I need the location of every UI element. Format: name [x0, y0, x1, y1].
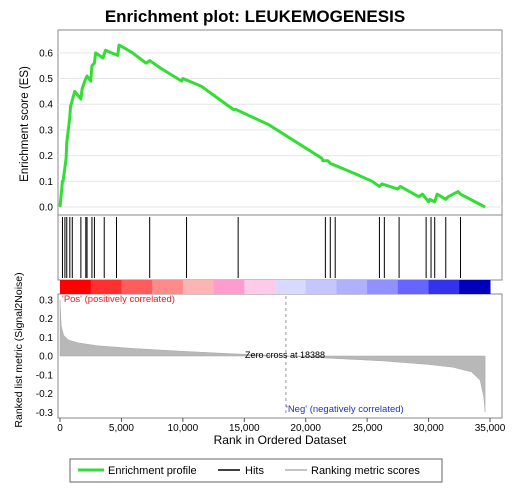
es-y-tick-label: 0.5	[39, 74, 53, 85]
heatmap-cell	[152, 280, 184, 294]
es-y-tick-label: 0.3	[39, 125, 53, 136]
metric-y-tick-label: 0.1	[39, 333, 53, 344]
heatmap-cell	[121, 280, 153, 294]
legend-frame	[69, 458, 443, 483]
x-tick-label: 35,000	[475, 423, 506, 434]
hits-panel-frame	[57, 214, 503, 281]
metric-y-ticks: 0.3 0.2 0.1 0.0 -0.1 -0.2 -0.3	[36, 295, 54, 419]
heatmap-cell	[275, 280, 307, 294]
metric-y-tick-label: 0.3	[39, 295, 53, 306]
heatmap-cell	[182, 280, 215, 294]
legend-label-enrichment: Enrichment profile	[108, 465, 197, 477]
es-y-axis-label: Enrichment score (ES)	[19, 66, 31, 182]
legend-label-metric: Ranking metric scores	[311, 465, 420, 477]
metric-y-tick-label: -0.2	[36, 389, 54, 400]
hits-group	[61, 217, 462, 278]
legend: Enrichment profile Hits Ranking metric s…	[69, 458, 443, 483]
x-tick-label: 0	[57, 423, 63, 434]
heatmap-cell	[336, 280, 368, 294]
x-tick-label: 20,000	[290, 423, 321, 434]
heatmap-cell	[428, 280, 460, 294]
heatmap-cell	[397, 280, 430, 294]
metric-y-tick-label: -0.1	[36, 370, 54, 381]
es-y-tick-label: 0.6	[39, 48, 53, 59]
es-y-tick-label: 0.0	[39, 203, 53, 214]
neg-label: 'Neg' (negatively correlated)	[286, 404, 404, 415]
es-y-tick-label: 0.2	[39, 151, 53, 162]
es-grid	[58, 52, 502, 208]
metric-y-axis-label: Ranked list metric (Signal2Noise)	[13, 272, 25, 427]
heatmap-cell	[459, 280, 491, 294]
x-tick-label: 10,000	[168, 423, 199, 434]
x-tick-label: 25,000	[352, 423, 383, 434]
heatmap-cell	[367, 280, 399, 294]
heatmap-cell	[244, 280, 276, 294]
zero-cross-label: Zero cross at 18388	[245, 350, 325, 360]
es-panel-frame	[57, 29, 503, 216]
x-tick-label: 15,000	[229, 423, 260, 434]
chart-title: Enrichment plot: LEUKEMOGENESIS	[105, 7, 405, 26]
legend-label-hits: Hits	[245, 465, 264, 477]
heatmap-cell	[305, 280, 337, 294]
heatmap-cell	[213, 280, 245, 294]
es-y-ticks: 0.0 0.1 0.2 0.3 0.4 0.5 0.6	[39, 48, 53, 213]
x-ticks: 0 5,000 10,000 15,000 20,000 25,000 30,000 35,0…	[57, 418, 506, 434]
enrichment-profile-line	[58, 43, 486, 209]
es-y-tick-label: 0.4	[39, 100, 53, 111]
x-tick-label: 5,000	[109, 423, 134, 434]
heatmap-cell	[60, 280, 92, 294]
metric-y-tick-label: 0.2	[39, 314, 53, 325]
heatmap-cell	[90, 280, 122, 294]
x-tick-label: 30,000	[413, 423, 444, 434]
x-axis-label: Rank in Ordered Dataset	[214, 433, 347, 447]
pos-label: 'Pos' (positively correlated)	[62, 294, 175, 305]
heatmap-bar	[60, 280, 491, 294]
metric-y-tick-label: -0.3	[36, 408, 54, 419]
es-y-tick-label: 0.1	[39, 177, 53, 188]
metric-y-tick-label: 0.0	[39, 352, 53, 363]
